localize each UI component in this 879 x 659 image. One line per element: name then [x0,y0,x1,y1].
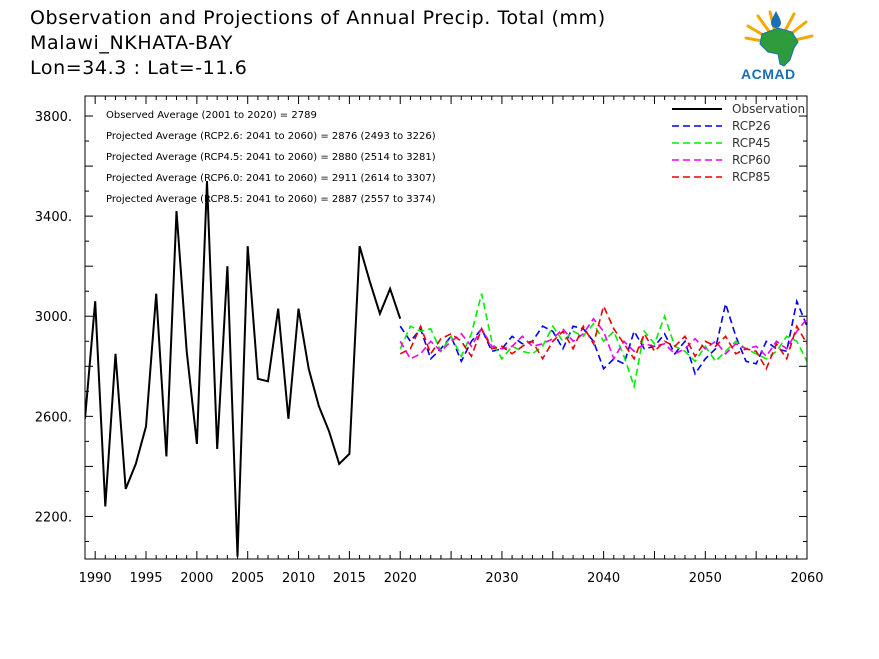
y-tick-label: 3800. [35,110,72,125]
x-tick-label: 2030 [485,571,518,586]
station-name: Malawi_NKHATA-BAY [30,32,234,54]
annotation-line: Projected Average (RCP8.5: 2041 to 2060)… [106,194,436,205]
annotation-line: Projected Average (RCP2.6: 2041 to 2060)… [106,131,436,142]
annotation-line: Observed Average (2001 to 2020) = 2789 [106,110,317,121]
legend-label: RCP45 [732,136,771,150]
africa-map-icon [759,27,799,67]
station-coordinates: Lon=34.3 : Lat=-11.6 [30,57,248,79]
x-tick-label: 2005 [231,571,264,586]
series-line-rcp85 [399,303,807,371]
x-tick-label: 2020 [384,571,417,586]
series-line-rcp26 [399,298,807,376]
legend: Observation RCP26 RCP45 RCP60 RCP85 [672,102,805,184]
y-tick-label: 3000. [35,310,72,325]
legend-label: Observation [732,102,805,116]
rain-drop-icon [771,11,781,28]
x-tick-label: 2015 [333,571,366,586]
x-tick-label: 1995 [129,571,162,586]
y-tick-label: 2600. [35,410,72,425]
series-line-rcp45 [399,293,807,390]
chart-title: Observation and Projections of Annual Pr… [30,7,606,29]
series-line-observation [85,181,402,557]
annotation-block: Observed Average (2001 to 2020) = 2789 Pr… [106,110,436,205]
logo-text: ACMAD [741,66,796,82]
y-tick-label: 2200. [35,510,72,525]
plot-frame [84,95,808,560]
legend-label: RCP60 [732,153,771,167]
annotation-line: Projected Average (RCP4.5: 2041 to 2060)… [106,152,436,163]
annotation-line: Projected Average (RCP6.0: 2041 to 2060)… [106,173,436,184]
x-tick-label: 2010 [282,571,315,586]
legend-label: RCP26 [732,119,771,133]
x-tick-label: 2050 [689,571,722,586]
x-tick-label: 2000 [180,571,213,586]
legend-label: RCP85 [732,170,771,184]
x-tick-label: 2040 [587,571,620,586]
y-tick-label: 3400. [35,210,72,225]
x-tick-label: 1990 [79,571,112,586]
series-line-rcp60 [399,317,807,361]
x-tick-label: 2060 [790,571,823,586]
acmad-logo [744,10,814,67]
